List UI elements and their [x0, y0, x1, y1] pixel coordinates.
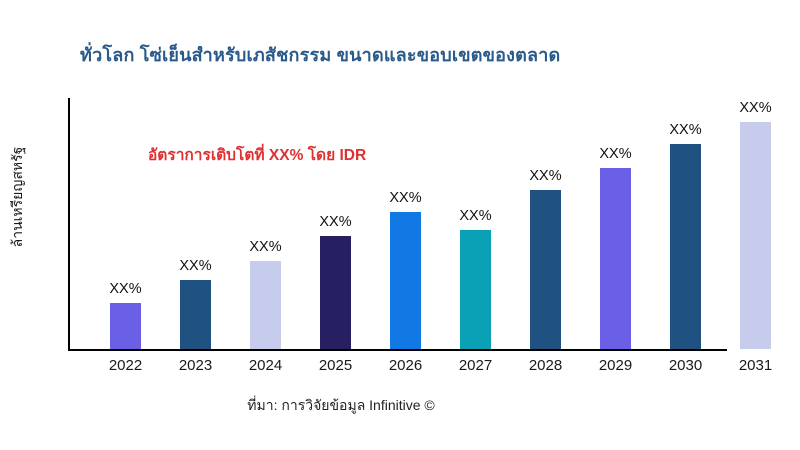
- x-tick-label: 2025: [318, 357, 353, 374]
- x-tick-label: 2031: [738, 357, 773, 374]
- bar-value-label: XX%: [459, 208, 492, 224]
- y-axis-line: [68, 98, 70, 349]
- bar-value-label: XX%: [179, 258, 212, 274]
- bar-value-label: XX%: [739, 100, 772, 116]
- bar-value-label: XX%: [319, 214, 352, 230]
- x-tick-label: 2023: [178, 357, 213, 374]
- x-tick-label: 2024: [248, 357, 283, 374]
- source-note: ที่มา: การวิจัยข้อมูล Infinitive ©: [247, 397, 435, 413]
- x-tick-label: 2022: [108, 357, 143, 374]
- chart-title: ทั่วโลก โซ่เย็นสำหรับเภสัชกรรม ขนาดและขอ…: [80, 45, 561, 65]
- bar-2024: [250, 261, 281, 349]
- bar-2025: [320, 236, 351, 349]
- x-tick-label: 2030: [668, 357, 703, 374]
- bar-2028: [530, 190, 561, 349]
- bar-2022: [110, 303, 141, 349]
- bar-2029: [600, 168, 631, 349]
- bar-value-label: XX%: [249, 239, 282, 255]
- y-axis-label: ล้านเหรียญสหรัฐ: [9, 146, 25, 248]
- bar-2027: [460, 230, 491, 349]
- x-tick-label: 2028: [528, 357, 563, 374]
- bar-2030: [670, 144, 701, 349]
- x-axis-line: [68, 349, 727, 351]
- bar-value-label: XX%: [669, 122, 702, 138]
- growth-rate-annotation: อัตราการเติบโตที่ XX% โดย IDR: [148, 147, 367, 164]
- x-tick-label: 2026: [388, 357, 423, 374]
- bar-value-label: XX%: [599, 146, 632, 162]
- x-tick-label: 2029: [598, 357, 633, 374]
- bar-value-label: XX%: [389, 190, 422, 206]
- bar-2026: [390, 212, 421, 349]
- bar-value-label: XX%: [529, 168, 562, 184]
- bar-value-label: XX%: [109, 281, 142, 297]
- bar-2031: [740, 122, 771, 349]
- x-tick-label: 2027: [458, 357, 493, 374]
- bar-2023: [180, 280, 211, 349]
- plot-area: XX% 2022 XX% 2023 XX% 2024 XX% 2025 XX% 2026 XX% 20…: [68, 98, 780, 374]
